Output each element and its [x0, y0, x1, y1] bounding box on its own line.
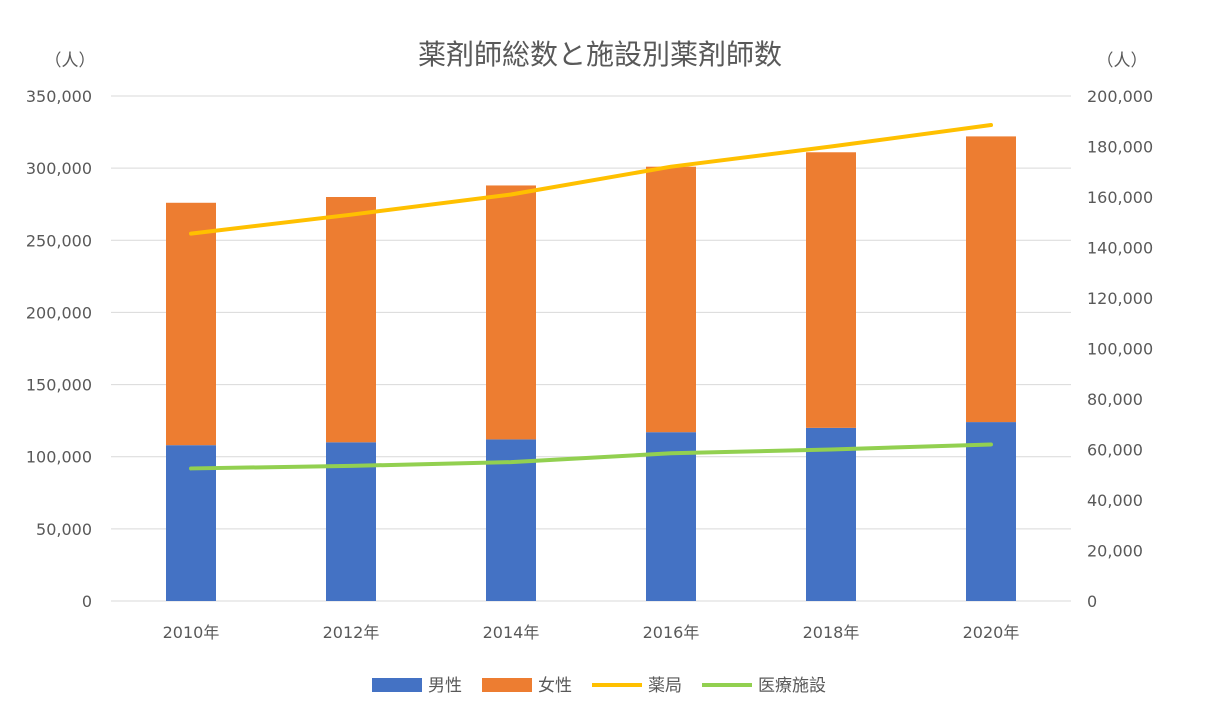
left-axis-unit: （人） — [45, 51, 96, 71]
legend-label: 女性 — [538, 676, 572, 696]
left-tick-label: 0 — [82, 592, 92, 611]
right-tick-label: 120,000 — [1087, 289, 1153, 308]
lines — [189, 123, 993, 471]
left-tick-label: 250,000 — [26, 231, 92, 250]
chart-title: 薬剤師総数と施設別薬剤師数 — [418, 38, 782, 71]
legend-swatch — [372, 678, 422, 692]
right-axis-unit: （人） — [1097, 51, 1148, 71]
legend-label: 医療施設 — [758, 676, 826, 696]
bar-male — [966, 422, 1016, 601]
bar-female — [806, 152, 856, 428]
right-tick-label: 0 — [1087, 592, 1097, 611]
bar-male — [166, 445, 216, 601]
x-tick-label: 2020年 — [963, 623, 1020, 642]
left-tick-label: 200,000 — [26, 303, 92, 322]
x-tick-label: 2018年 — [803, 623, 860, 642]
bar-male — [646, 432, 696, 601]
bar-male — [326, 442, 376, 601]
bar-female — [326, 197, 376, 443]
line-series-pharmacy — [189, 123, 993, 236]
bar-male — [486, 439, 536, 601]
x-tick-label: 2016年 — [643, 623, 700, 642]
right-tick-label: 100,000 — [1087, 340, 1153, 359]
right-tick-label: 80,000 — [1087, 390, 1143, 409]
right-tick-label: 60,000 — [1087, 441, 1143, 460]
bar-female — [166, 202, 216, 446]
bars — [166, 136, 1016, 601]
left-tick-label: 300,000 — [26, 159, 92, 178]
line-series-medical-facility — [189, 442, 993, 471]
legend-swatch — [482, 678, 532, 692]
axis-labels: 0 50,000 100,000 150,000 200,000 250,000 300,0… — [26, 87, 1153, 642]
x-tick-label: 2012年 — [323, 623, 380, 642]
bar-female — [646, 166, 696, 433]
left-tick-label: 150,000 — [26, 376, 92, 395]
left-tick-label: 350,000 — [26, 87, 92, 106]
x-tick-label: 2014年 — [483, 623, 540, 642]
right-tick-label: 160,000 — [1087, 188, 1153, 207]
left-tick-label: 100,000 — [26, 448, 92, 467]
bar-female — [486, 185, 536, 440]
legend-label: 薬局 — [648, 676, 682, 696]
left-tick-label: 50,000 — [36, 520, 92, 539]
right-tick-label: 40,000 — [1087, 491, 1143, 510]
right-tick-label: 140,000 — [1087, 239, 1153, 258]
bar-male — [806, 427, 856, 601]
bar-female — [966, 136, 1016, 423]
legend-label: 男性 — [428, 676, 462, 696]
right-tick-label: 200,000 — [1087, 87, 1153, 106]
x-tick-label: 2010年 — [163, 623, 220, 642]
right-tick-label: 180,000 — [1087, 138, 1153, 157]
gridlines — [111, 95, 1071, 602]
right-tick-label: 20,000 — [1087, 542, 1143, 561]
legend: 男性 女性 薬局 医療施設 — [372, 676, 826, 696]
